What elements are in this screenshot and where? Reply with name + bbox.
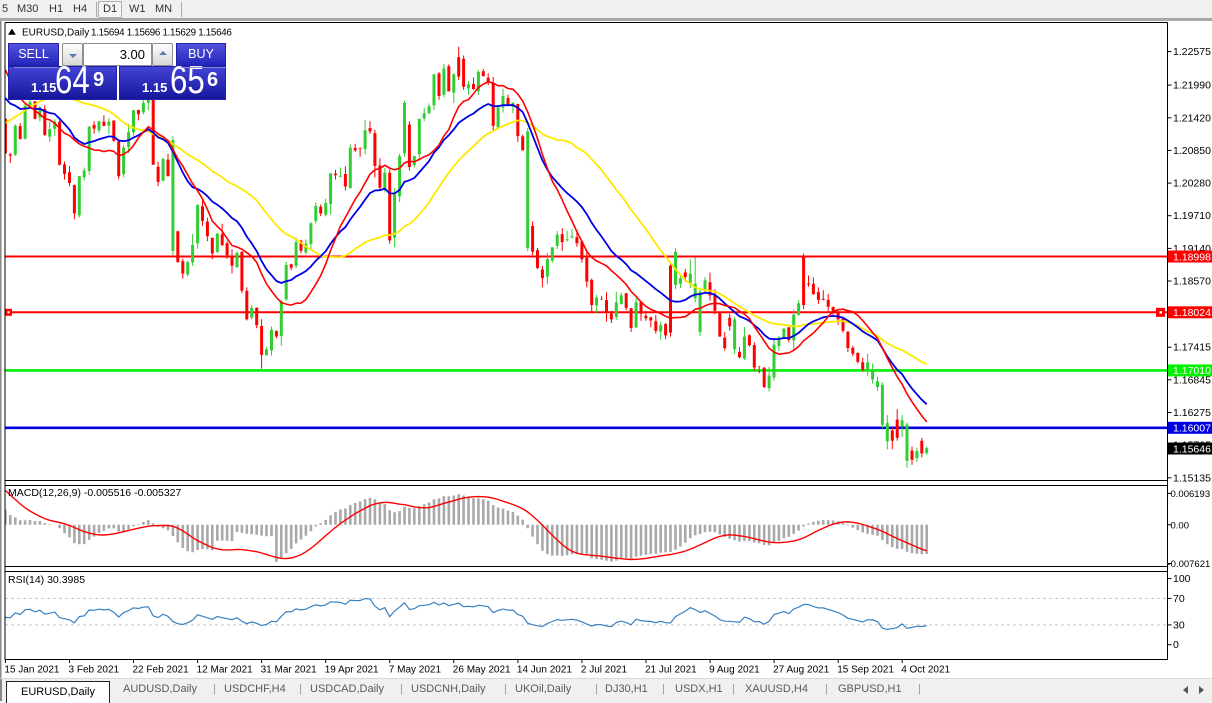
svg-text:1.16845: 1.16845 <box>1173 374 1211 386</box>
svg-text:70: 70 <box>1173 593 1185 605</box>
svg-text:100: 100 <box>1173 573 1191 585</box>
svg-text:15 Jan 2021: 15 Jan 2021 <box>4 665 59 676</box>
svg-text:1.15135: 1.15135 <box>1173 472 1211 484</box>
svg-text:1.18024: 1.18024 <box>1173 307 1211 319</box>
svg-text:26 May 2021: 26 May 2021 <box>453 665 511 676</box>
svg-text:0.00: 0.00 <box>1171 520 1190 531</box>
svg-text:30: 30 <box>1173 619 1185 631</box>
svg-text:1.21420: 1.21420 <box>1173 112 1211 124</box>
svg-text:14 Jun 2021: 14 Jun 2021 <box>517 665 572 676</box>
svg-text:1.15646: 1.15646 <box>1173 443 1211 455</box>
svg-text:27 Aug 2021: 27 Aug 2021 <box>773 665 830 676</box>
svg-text:3 Feb 2021: 3 Feb 2021 <box>69 665 120 676</box>
svg-text:1.16007: 1.16007 <box>1173 423 1211 435</box>
svg-text:31 Mar 2021: 31 Mar 2021 <box>261 665 318 676</box>
svg-text:7 May 2021: 7 May 2021 <box>389 665 442 676</box>
svg-text:1.20280: 1.20280 <box>1173 178 1211 190</box>
svg-text:2 Jul 2021: 2 Jul 2021 <box>581 665 628 676</box>
svg-text:-0.007621: -0.007621 <box>1168 559 1211 570</box>
svg-text:21 Jul 2021: 21 Jul 2021 <box>645 665 697 676</box>
svg-text:1.17415: 1.17415 <box>1173 342 1211 354</box>
svg-text:9 Aug 2021: 9 Aug 2021 <box>709 665 760 676</box>
svg-text:1.22575: 1.22575 <box>1173 46 1211 58</box>
svg-text:19 Apr 2021: 19 Apr 2021 <box>325 665 379 676</box>
svg-text:1.15694 1.15696 1.15629 1.1564: 1.15694 1.15696 1.15629 1.15646 <box>91 28 232 39</box>
svg-text:0.006193: 0.006193 <box>1171 489 1211 500</box>
svg-text:MACD(12,26,9) -0.005516 -0.005: MACD(12,26,9) -0.005516 -0.005327 <box>8 487 182 499</box>
svg-text:EURUSD,Daily: EURUSD,Daily <box>22 28 89 39</box>
svg-text:22 Feb 2021: 22 Feb 2021 <box>133 665 190 676</box>
svg-text:4 Oct 2021: 4 Oct 2021 <box>901 665 950 676</box>
svg-text:1.16275: 1.16275 <box>1173 407 1211 419</box>
svg-text:1.20850: 1.20850 <box>1173 145 1211 157</box>
svg-text:1.17010: 1.17010 <box>1173 365 1211 377</box>
svg-text:1.18998: 1.18998 <box>1173 251 1211 263</box>
svg-text:12 Mar 2021: 12 Mar 2021 <box>197 665 254 676</box>
svg-text:RSI(14) 30.3985: RSI(14) 30.3985 <box>8 574 85 586</box>
svg-text:0: 0 <box>1173 639 1179 651</box>
svg-text:1.21990: 1.21990 <box>1173 80 1211 92</box>
svg-text:1.18570: 1.18570 <box>1173 276 1211 288</box>
svg-text:1.19710: 1.19710 <box>1173 210 1211 222</box>
svg-text:15 Sep 2021: 15 Sep 2021 <box>837 665 894 676</box>
